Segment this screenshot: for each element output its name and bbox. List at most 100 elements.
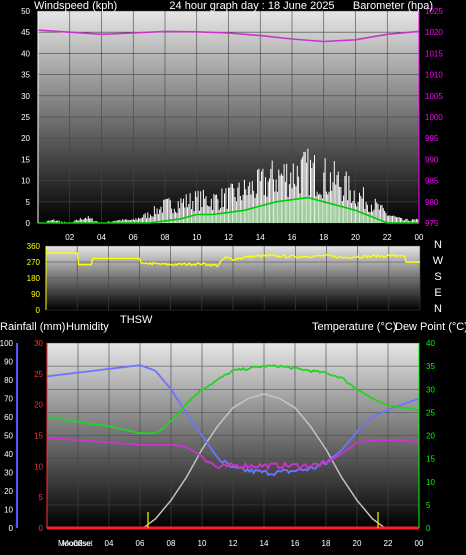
rainfall-label: Rainfall (mm) (0, 321, 65, 333)
hour-tick-top-10: 10 (192, 233, 201, 242)
hour-tick-bottom-12: 12 (229, 539, 238, 548)
windspeed-tick-20: 20 (21, 134, 30, 143)
hour-tick-bottom-06: 06 (136, 539, 145, 548)
moonset-label: Moonset (62, 539, 93, 548)
windspeed-tick-25: 25 (21, 113, 30, 122)
humidity-tick-0: 0 (9, 524, 14, 533)
compass-s: S (434, 271, 441, 283)
rainfall-tick-5: 5 (39, 493, 44, 502)
hour-tick-top-14: 14 (256, 233, 265, 242)
barometer-tick-1020: 1020 (425, 28, 443, 37)
compass-n-bottom: N (434, 303, 442, 315)
humidity-tick-10: 10 (4, 506, 13, 515)
windspeed-tick-5: 5 (26, 198, 31, 207)
rainfall-tick-20: 20 (34, 401, 43, 410)
temperature-tick-20: 20 (426, 432, 435, 441)
moonrise-label: Moonrise (58, 539, 91, 548)
compass-n-top: N (434, 239, 442, 251)
windspeed-average-area (38, 197, 419, 223)
wind-direction-tick-0: 0 (36, 306, 41, 315)
windspeed-tick-labels: 0 5 10 15 20 25 30 35 40 45 50 (21, 7, 30, 228)
rainfall-tick-labels: 0 5 10 15 20 25 30 (34, 339, 43, 533)
hour-tick-labels-top: 02 04 06 08 10 12 14 16 18 20 22 00 (65, 233, 424, 242)
barometer-tick-1010: 1010 (425, 71, 443, 80)
hour-tick-top-20: 20 (351, 233, 360, 242)
humidity-tick-20: 20 (4, 487, 13, 496)
windspeed-tick-0: 0 (26, 219, 31, 228)
hour-tick-bottom-18: 18 (322, 539, 331, 548)
barometer-tick-1000: 1000 (425, 113, 443, 122)
humidity-label: Humidity (66, 321, 109, 333)
dewpoint-line (46, 436, 420, 471)
rainfall-tick-15: 15 (34, 432, 43, 441)
temperature-panel: 0 10 20 30 40 50 60 70 80 90 100 0 5 10 15 20 25 30 0 5 10… (0, 339, 435, 548)
barometer-line (37, 29, 420, 43)
hour-tick-top-12: 12 (224, 233, 233, 242)
temperature-tick-0: 0 (426, 524, 431, 533)
windspeed-title: Windspeed (kph) (34, 0, 117, 12)
wind-direction-panel: 0 90 180 270 360 N W S E N (27, 239, 444, 315)
humidity-tick-labels: 0 10 20 30 40 50 60 70 80 90 100 (0, 339, 14, 533)
humidity-tick-40: 40 (4, 450, 13, 459)
humidity-tick-60: 60 (4, 413, 13, 422)
barometer-tick-labels: 975 980 985 990 995 1000 1005 1010 1015 1020 1025 (425, 7, 443, 228)
windspeed-tick-10: 10 (21, 177, 30, 186)
windspeed-tick-15: 15 (21, 155, 30, 164)
temperature-tick-10: 10 (426, 478, 435, 487)
compass-e: E (434, 287, 441, 299)
humidity-tick-30: 30 (4, 469, 13, 478)
temperature-tick-labels: 0 5 10 15 20 25 30 35 40 (426, 339, 435, 533)
hour-tick-bottom-14: 14 (260, 539, 269, 548)
windspeed-tick-35: 35 (21, 71, 30, 80)
hour-tick-top-08: 08 (161, 233, 170, 242)
rainfall-tick-10: 10 (34, 462, 43, 471)
wind-direction-tick-270: 270 (27, 258, 41, 267)
hour-tick-bottom-16: 16 (291, 539, 300, 548)
temperature-tick-25: 25 (426, 408, 435, 417)
barometer-tick-985: 985 (425, 177, 439, 186)
bottom-legend-labels: Rainfall (mm) Humidity THSW Temperature … (0, 314, 466, 333)
humidity-tick-50: 50 (4, 432, 13, 441)
thsw-line (142, 393, 386, 529)
temperature-tick-35: 35 (426, 362, 435, 371)
windspeed-average-line (38, 196, 419, 224)
hour-tick-top-02: 02 (65, 233, 74, 242)
barometer-tick-990: 990 (425, 155, 439, 164)
temperature-line (46, 364, 420, 435)
hour-tick-bottom-20: 20 (353, 539, 362, 548)
barometer-tick-1015: 1015 (425, 49, 443, 58)
dewpoint-label: Dew Point (°C) (395, 321, 466, 333)
wind-direction-tick-labels: 0 90 180 270 360 (27, 242, 41, 315)
humidity-line (46, 364, 420, 477)
temperature-tick-40: 40 (426, 339, 435, 348)
wind-direction-tick-360: 360 (27, 242, 41, 251)
windspeed-tick-45: 45 (21, 28, 30, 37)
barometer-tick-980: 980 (425, 198, 439, 207)
hour-tick-top-16: 16 (288, 233, 297, 242)
hour-tick-bottom-10: 10 (198, 539, 207, 548)
hour-tick-bottom-02: 02 (74, 539, 83, 548)
hour-tick-top-00: 00 (415, 233, 424, 242)
rainfall-tick-25: 25 (34, 370, 43, 379)
temperature-tick-15: 15 (426, 455, 435, 464)
hour-tick-labels-bottom: 02 04 06 08 10 12 14 16 18 20 22 00 (74, 539, 424, 548)
hour-tick-bottom-00: 00 (415, 539, 424, 548)
barometer-tick-975: 975 (425, 219, 439, 228)
temperature-tick-5: 5 (426, 501, 431, 510)
humidity-tick-90: 90 (4, 358, 13, 367)
compass-w: W (433, 255, 444, 267)
rainfall-tick-30: 30 (34, 339, 43, 348)
windspeed-tick-30: 30 (21, 92, 30, 101)
windspeed-tick-40: 40 (21, 49, 30, 58)
hour-tick-top-22: 22 (383, 233, 392, 242)
hour-tick-top-18: 18 (319, 233, 328, 242)
temperature-label: Temperature (°C) (312, 321, 396, 333)
rainfall-tick-0: 0 (39, 524, 44, 533)
thsw-label: THSW (120, 314, 153, 326)
barometer-tick-1005: 1005 (425, 92, 443, 101)
graph-title: 24 hour graph day : 18 June 2025 (169, 0, 334, 12)
humidity-tick-70: 70 (4, 395, 13, 404)
wind-direction-line (46, 252, 420, 268)
